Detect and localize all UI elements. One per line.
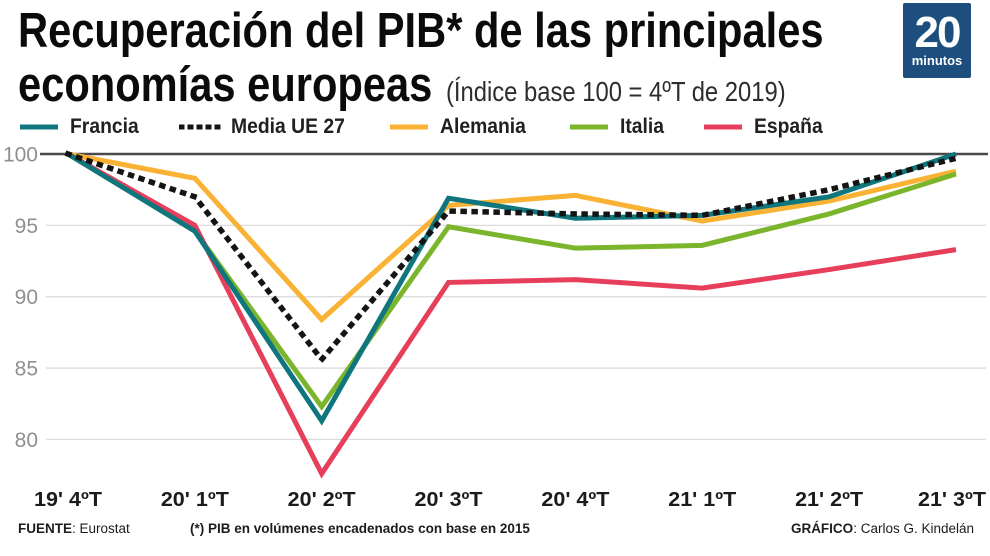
y-tick-label-85: 85	[15, 358, 38, 381]
legend-item-media-ue-27: Media UE 27	[178, 115, 355, 139]
logo-20minutos: 20 minutos	[903, 3, 971, 78]
y-tick-label-80: 80	[15, 429, 38, 452]
chart-legend: Francia Media UE 27 Alemania Italia España	[18, 112, 828, 142]
y-tick-label-90: 90	[15, 286, 38, 309]
legend-label-alemania: Alemania	[440, 115, 527, 138]
credit-value: : Carlos G. Kindelán	[853, 521, 974, 536]
legend-label-media-ue-27: Media UE 27	[230, 115, 345, 138]
y-tick-label-100: 100	[3, 144, 38, 167]
legend-swatch-espana-icon	[703, 124, 742, 130]
footnote: (*) PIB en volúmenes encadenados con bas…	[190, 521, 530, 536]
title-subtitle: (Índice base 100 = 4ºT de 2019)	[445, 76, 786, 107]
chart-title: Recuperación del PIB* de las principales…	[18, 4, 824, 112]
title-line-1: Recuperación del PIB* de las principales	[18, 4, 824, 58]
y-tick-label-95: 95	[15, 215, 38, 238]
legend-item-italia: Italia	[568, 115, 668, 139]
x-tick-label-5: 21' 1ºT	[668, 489, 736, 511]
x-tick-label-6: 21' 2ºT	[795, 489, 863, 511]
legend-label-espana: España	[753, 115, 823, 138]
legend-label-italia: Italia	[619, 115, 664, 138]
logo-word: minutos	[911, 53, 963, 68]
series-line-media-ue-27	[64, 150, 960, 364]
series-line-alemania	[67, 151, 957, 324]
legend-item-espana: España	[702, 115, 829, 139]
graphic-credit: GRÁFICO: Carlos G. Kindelán	[791, 521, 974, 536]
legend-swatch-alemania-icon	[390, 124, 429, 130]
legend-item-alemania: Alemania	[388, 115, 533, 139]
legend-swatch-italia-icon	[569, 124, 608, 130]
x-tick-label-0: 19' 4ºT	[34, 489, 102, 511]
source-credit: FUENTE: Eurostat	[18, 521, 130, 536]
x-tick-label-3: 20' 3ºT	[415, 489, 483, 511]
x-tick-label-1: 20' 1ºT	[161, 489, 229, 511]
x-tick-label-2: 20' 2ºT	[288, 489, 356, 511]
legend-swatch-francia-icon	[20, 124, 58, 130]
x-tick-label-4: 20' 4ºT	[541, 489, 609, 511]
x-tick-label-7: 21' 3ºT	[918, 489, 986, 511]
source-value: : Eurostat	[72, 521, 130, 536]
credit-label: GRÁFICO	[790, 521, 854, 536]
legend-item-francia: Francia	[18, 115, 145, 139]
legend-swatch-media-ue-27-icon	[178, 124, 221, 130]
title-line-2: economías europeas	[18, 58, 433, 112]
source-label: FUENTE	[18, 521, 72, 536]
series-line-francia	[66, 151, 957, 426]
legend-label-francia: Francia	[70, 115, 139, 138]
logo-number: 20	[914, 8, 962, 57]
chart-footer: FUENTE: Eurostat (*) PIB en volúmenes en…	[0, 521, 990, 543]
